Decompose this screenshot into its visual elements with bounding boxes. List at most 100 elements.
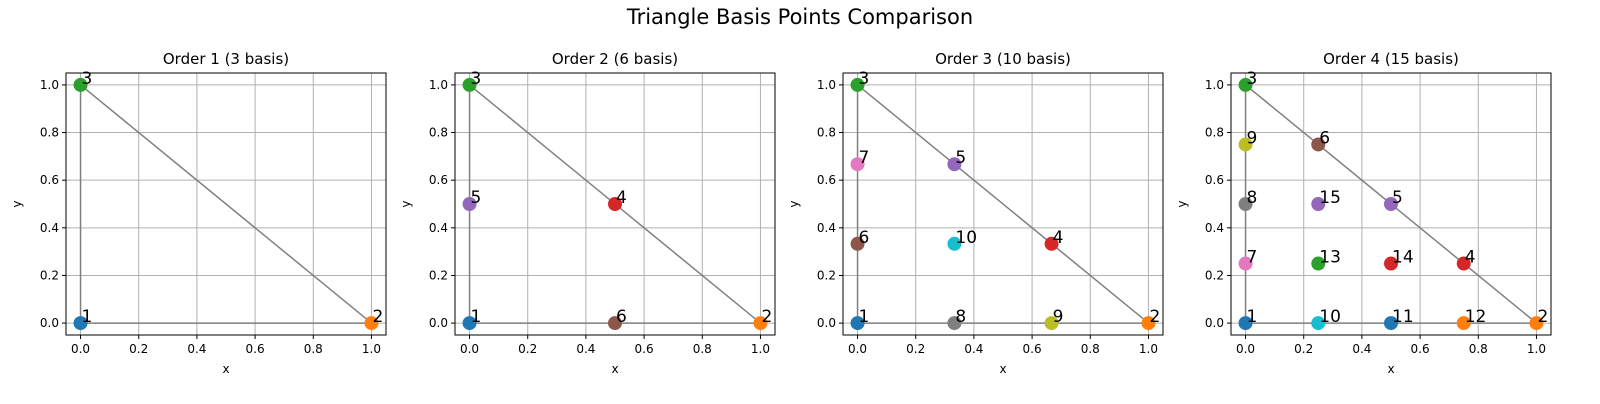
basis-point [73, 77, 88, 92]
basis-point [1529, 316, 1544, 331]
subplot-title: Order 4 (15 basis) [1323, 50, 1459, 68]
subplot-3: 1 2 3 4 5 6 7 8 9 10 0.0 0.2 0.4 0.6 0.8 1.0 0.0 0.2 0.4 0.… [787, 50, 1164, 376]
basis-point [850, 236, 865, 251]
y-axis-label: y [399, 200, 413, 207]
basis-point-label: 14 [1392, 248, 1414, 268]
basis-point [1311, 197, 1326, 211]
y-axis-label: y [1175, 200, 1189, 207]
basis-point [1238, 197, 1253, 211]
basis-point-label: 6 [616, 307, 627, 327]
basis-point-label: 2 [1537, 307, 1548, 327]
basis-point [1311, 137, 1326, 152]
basis-point [1141, 316, 1156, 331]
basis-point [1384, 316, 1398, 331]
basis-point [1311, 256, 1326, 271]
y-tick-label: 1.0 [1205, 78, 1224, 92]
basis-point-label: 9 [1247, 128, 1258, 148]
basis-point [850, 157, 865, 172]
basis-point-label: 2 [1149, 307, 1160, 327]
x-axis-label: x [222, 362, 229, 376]
x-tick-label: 0.0 [1236, 342, 1255, 356]
basis-point-label: 10 [1319, 307, 1341, 327]
y-tick-label: 1.0 [40, 78, 59, 92]
y-tick-label: 0.8 [40, 126, 59, 140]
basis-point [753, 316, 768, 331]
x-tick-label: 0.6 [246, 342, 265, 356]
basis-point-label: 2 [372, 307, 383, 327]
y-tick-label: 0.2 [817, 268, 836, 282]
x-tick-label: 0.0 [460, 342, 479, 356]
basis-point [1384, 256, 1398, 271]
basis-point [608, 197, 622, 211]
x-tick-label: 0.2 [906, 342, 925, 356]
triangle-edge [856, 83, 1151, 324]
basis-point-label: 15 [1319, 188, 1341, 208]
basis-point [462, 77, 477, 92]
basis-point [850, 77, 865, 92]
basis-point-label: 3 [1247, 69, 1258, 89]
basis-point [1238, 256, 1253, 271]
x-tick-label: 0.0 [71, 342, 90, 356]
y-tick-label: 0.0 [1205, 316, 1224, 330]
basis-point-label: 3 [82, 69, 93, 89]
basis-point [1311, 316, 1326, 331]
x-tick-label: 0.8 [304, 342, 323, 356]
y-tick-label: 0.8 [817, 126, 836, 140]
basis-point-label: 6 [859, 228, 870, 248]
basis-point-label: 9 [1053, 307, 1064, 327]
x-tick-label: 0.4 [1352, 342, 1371, 356]
basis-point-label: 5 [1392, 188, 1403, 208]
basis-point-label: 7 [859, 148, 870, 168]
basis-point [1456, 316, 1471, 331]
basis-point [462, 197, 477, 211]
basis-point [73, 316, 88, 331]
x-tick-label: 0.8 [1081, 342, 1100, 356]
subplot-2: 1 2 3 4 5 6 0.0 0.2 0.4 0.6 0.8 1.0 0.0 0.2 0.4 0.6 0.8 1… [399, 50, 776, 376]
y-tick-label: 0.6 [40, 173, 59, 187]
basis-point-label: 3 [859, 69, 870, 89]
basis-point-label: 4 [1465, 248, 1476, 268]
y-tick-label: 1.0 [817, 78, 836, 92]
basis-point-label: 3 [471, 69, 482, 89]
x-tick-label: 0.6 [1411, 342, 1430, 356]
basis-point-label: 12 [1465, 307, 1487, 327]
figure-title: Triangle Basis Points Comparison [626, 5, 973, 29]
basis-point-label: 4 [616, 188, 627, 208]
axes-frame [1230, 72, 1552, 336]
x-tick-label: 0.4 [187, 342, 206, 356]
y-tick-label: 0.0 [429, 316, 448, 330]
x-tick-label: 0.2 [518, 342, 537, 356]
basis-point-label: 1 [1247, 307, 1258, 327]
basis-point [1044, 316, 1059, 331]
y-tick-label: 0.2 [40, 268, 59, 282]
y-tick-label: 0.8 [429, 126, 448, 140]
basis-point [1384, 197, 1398, 211]
y-tick-label: 0.4 [429, 221, 448, 235]
basis-point [947, 236, 962, 251]
x-tick-label: 1.0 [751, 342, 770, 356]
basis-point-label: 7 [1247, 248, 1258, 268]
x-tick-label: 0.2 [1294, 342, 1313, 356]
basis-point-label: 1 [82, 307, 93, 327]
y-axis-label: y [10, 200, 24, 207]
subplot-1: 1 2 3 0.0 0.2 0.4 0.6 0.8 1.0 0.0 0.2 0.4 0.6 0.8 1.0 O… [10, 50, 387, 376]
basis-point-label: 8 [955, 307, 966, 327]
x-tick-label: 1.0 [1139, 342, 1158, 356]
axes-frame [65, 72, 387, 336]
y-tick-label: 0.6 [1205, 173, 1224, 187]
subplot-title: Order 3 (10 basis) [935, 50, 1071, 68]
basis-point-label: 6 [1319, 128, 1330, 148]
axes-frame [454, 72, 776, 336]
x-axis-label: x [611, 362, 618, 376]
x-tick-label: 0.4 [964, 342, 983, 356]
x-tick-label: 0.8 [693, 342, 712, 356]
subplot-title: Order 1 (3 basis) [163, 50, 289, 68]
x-axis-label: x [999, 362, 1006, 376]
y-tick-label: 0.4 [817, 221, 836, 235]
basis-point [947, 157, 962, 172]
basis-point [608, 316, 622, 331]
subplot-title: Order 2 (6 basis) [552, 50, 678, 68]
